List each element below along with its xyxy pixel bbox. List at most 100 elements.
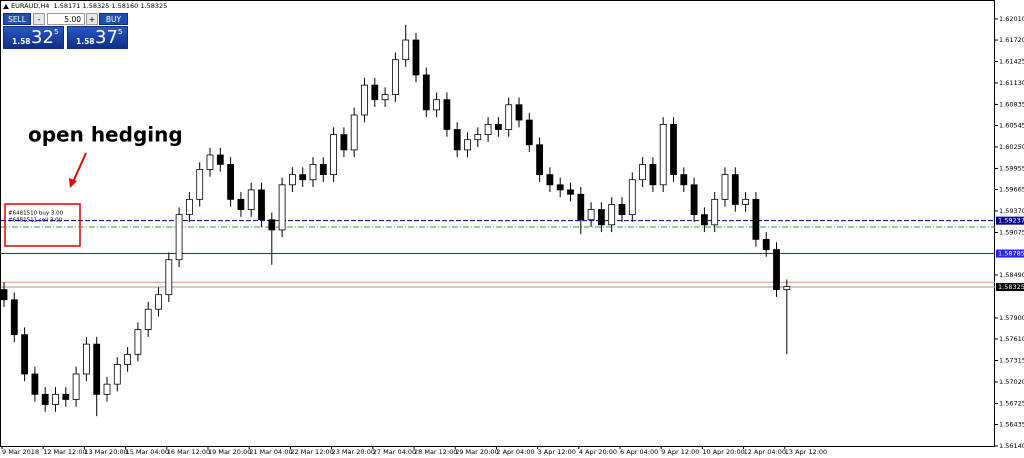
candle-body: [649, 164, 657, 186]
volume-minus[interactable]: -: [33, 13, 45, 25]
candle-body: [268, 219, 276, 231]
y-tick-label: 1.60835: [999, 100, 1024, 108]
candle-body: [52, 393, 59, 405]
y-tick-label: 1.62010: [999, 15, 1024, 23]
candle-body: [175, 214, 183, 261]
y-tick-label: 1.57020: [999, 378, 1024, 386]
y-tick-label: 1.60545: [999, 122, 1024, 130]
x-tick-label: 9 Mar 2018: [2, 448, 39, 456]
arrow-head: [69, 178, 77, 188]
candle-body: [113, 364, 121, 385]
header-icon: [3, 4, 9, 9]
y-tick-label: 1.59955: [999, 164, 1024, 172]
candle-body: [783, 286, 791, 290]
candle-body: [742, 198, 749, 205]
candle-body: [618, 204, 626, 216]
candle-body: [391, 59, 399, 95]
y-tick-label: 1.60250: [999, 143, 1024, 151]
candle-body: [690, 184, 698, 216]
x-tick-label: 28 Mar 12:00: [414, 448, 457, 456]
candle-body: [93, 343, 101, 395]
x-tick-label: 16 Mar 12:00: [167, 448, 210, 456]
buy-button[interactable]: BUY: [99, 13, 128, 25]
candle-body: [361, 84, 368, 116]
candle-body: [72, 373, 80, 400]
price-main: 37: [95, 27, 118, 48]
y-tick-label: 1.61425: [999, 57, 1024, 65]
y-tick-label: 1.59370: [999, 207, 1024, 215]
y-tick-label: 1.56725: [999, 399, 1024, 407]
candle-body: [41, 393, 49, 405]
candle-body: [247, 189, 255, 210]
candle-body: [288, 174, 296, 186]
candle-body: [701, 214, 708, 226]
price-main: 32: [31, 27, 54, 48]
x-tick-label: 15 Mar 04:00: [126, 448, 169, 456]
x-tick-label: 6 Apr 04:00: [620, 448, 658, 456]
y-tick-label: 1.57900: [999, 314, 1024, 322]
x-tick-label: 12 Apr 04:00: [744, 448, 786, 456]
price-label-bg: [996, 283, 1024, 292]
price-label: 1.59237: [998, 217, 1024, 225]
candle-body: [577, 193, 585, 221]
y-tick-label: 1.61720: [999, 36, 1024, 44]
candle-body: [639, 164, 646, 181]
candle-body: [124, 353, 131, 365]
candle-body: [340, 134, 348, 151]
candle-body: [587, 209, 595, 221]
candle-body: [598, 209, 605, 226]
y-tick-label: 1.59665: [999, 186, 1024, 194]
candle-body: [402, 39, 410, 61]
candle-body: [83, 343, 90, 375]
price-sup: 5: [118, 28, 123, 36]
candle-body: [670, 124, 677, 176]
plot-frame: [0, 0, 995, 447]
price-prefix: 1.58: [76, 37, 95, 46]
y-tick-label: 1.56435: [999, 421, 1024, 429]
candle-body: [330, 134, 338, 176]
candle-body: [422, 74, 430, 111]
candle-body: [412, 39, 420, 76]
x-tick-label: 4 Apr 20:00: [579, 448, 617, 456]
x-tick-label: 9 Apr 12:00: [661, 448, 699, 456]
y-tick-label: 1.58490: [999, 271, 1024, 279]
x-tick-label: 2 Apr 04:00: [496, 448, 534, 456]
x-tick-label: 19 Mar 20:00: [208, 448, 251, 456]
candle-body: [31, 373, 39, 395]
candle-body: [608, 204, 616, 226]
x-tick-label: 12 Mar 12:00: [43, 448, 86, 456]
sell-button[interactable]: SELL: [3, 13, 31, 25]
x-tick-label: 29 Mar 20:00: [455, 448, 498, 456]
y-tick-label: 1.57610: [999, 335, 1024, 343]
symbol-header: EURAUD,H4 1.58171 1.58325 1.58160 1.5832…: [11, 2, 168, 10]
y-tick-label: 1.57315: [999, 357, 1024, 365]
candle-body: [711, 198, 719, 226]
buy-price-box[interactable]: 1.58 37 5: [67, 26, 128, 49]
candle-body: [464, 139, 471, 151]
candle-body: [721, 174, 729, 200]
candle-body: [185, 198, 193, 216]
candle-body: [165, 259, 173, 296]
candle-body: [381, 94, 389, 101]
candle-body: [196, 169, 204, 200]
x-tick-label: 13 Mar 20:00: [84, 448, 127, 456]
sell-price-box[interactable]: 1.58 32 5: [3, 26, 64, 49]
candle-body: [319, 164, 327, 176]
candle-body: [227, 164, 235, 200]
candle-body: [567, 189, 574, 195]
candle-body: [773, 249, 780, 290]
volume-input[interactable]: 5.00: [47, 13, 85, 25]
candle-body: [680, 174, 688, 186]
candle-body: [62, 393, 70, 400]
candle-body: [731, 174, 739, 205]
x-tick-label: 21 Mar 04:00: [249, 448, 292, 456]
candle-body: [525, 119, 533, 146]
volume-plus[interactable]: +: [86, 13, 98, 25]
x-tick-label: 27 Mar 04:00: [373, 448, 416, 456]
candle-body: [546, 174, 554, 186]
annotation-arrow: [72, 152, 87, 183]
price-label: 1.58785: [998, 250, 1024, 258]
y-tick-label: 1.56140: [999, 442, 1024, 450]
